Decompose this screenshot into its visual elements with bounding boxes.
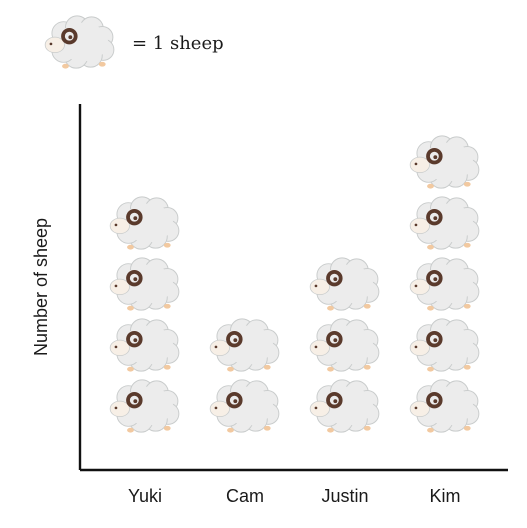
sheep-icon bbox=[209, 379, 280, 434]
x-tick-label: Cam bbox=[226, 486, 264, 506]
sheep-icon bbox=[209, 318, 280, 373]
y-axis-label: Number of sheep bbox=[31, 218, 51, 356]
column-cam bbox=[209, 318, 280, 434]
sheep-icon bbox=[109, 379, 180, 434]
pictograph-marks bbox=[109, 135, 480, 434]
sheep-icon bbox=[409, 318, 480, 373]
sheep-icon bbox=[409, 379, 480, 434]
sheep-icon bbox=[44, 15, 115, 70]
sheep-icon bbox=[309, 379, 380, 434]
sheep-icon bbox=[409, 257, 480, 312]
sheep-icon bbox=[109, 196, 180, 251]
x-tick-label: Justin bbox=[321, 486, 368, 506]
sheep-icon bbox=[409, 196, 480, 251]
column-yuki bbox=[109, 196, 180, 434]
legend-text: = 1 sheep bbox=[132, 33, 224, 54]
column-justin bbox=[309, 257, 380, 434]
x-tick-label: Yuki bbox=[128, 486, 162, 506]
sheep-icon bbox=[109, 257, 180, 312]
legend: = 1 sheep bbox=[44, 15, 224, 70]
sheep-icon bbox=[109, 318, 180, 373]
x-tick-label: Kim bbox=[430, 486, 461, 506]
sheep-icon bbox=[309, 257, 380, 312]
x-tick-labels: Yuki Cam Justin Kim bbox=[128, 486, 461, 506]
sheep-icon bbox=[409, 135, 480, 190]
sheep-icon bbox=[309, 318, 380, 373]
column-kim bbox=[409, 135, 480, 434]
